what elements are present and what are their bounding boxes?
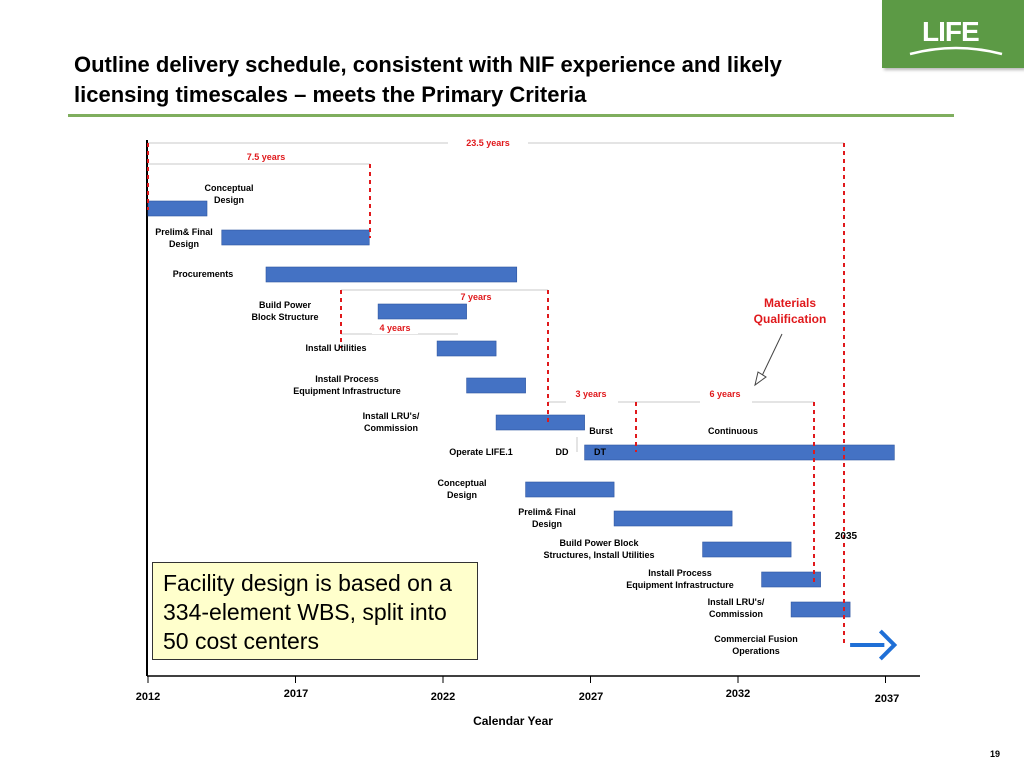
task-label: Procurements <box>173 269 234 279</box>
task-label-line: Install Process <box>648 568 712 578</box>
task-label: Install LRU's/Commission <box>363 411 420 433</box>
task-label-line: Design <box>532 519 562 529</box>
task-labels: Conceptual Design Prelim& Final Design Pro… <box>155 183 798 656</box>
phase-label: Continuous <box>708 426 758 436</box>
task-label-line: Design <box>169 239 199 249</box>
x-tick-label: 2017 <box>284 688 308 700</box>
span-label-masks <box>236 137 752 408</box>
task-label-line: Equipment Infrastructure <box>626 580 734 590</box>
span-label: 23.5 years <box>466 138 510 148</box>
task-label-line: Install Process <box>315 374 379 384</box>
logo-swoosh-icon <box>909 46 1003 56</box>
task-bar <box>525 481 615 498</box>
task-bar <box>495 414 585 431</box>
page-number: 19 <box>990 749 1001 759</box>
task-label: Build Power Block Structure <box>251 300 318 322</box>
task-label: Install Utilities <box>305 343 366 353</box>
span-label: 6 years <box>709 389 740 399</box>
task-label: Prelim& Final Design <box>518 507 576 529</box>
task-label-line: Install LRU's/ <box>363 411 420 421</box>
task-label: Install LRU's/Commission <box>708 597 765 619</box>
facility-note: Facility design is based on a 334-elemen… <box>152 562 478 660</box>
span-label: 7.5 years <box>247 152 286 162</box>
x-axis-label: Calendar Year <box>473 714 553 728</box>
task-label: Build Power Block Structures, Install Uti… <box>543 538 654 560</box>
task-bar <box>436 340 497 357</box>
task-label: Install Process Equipment Infrastructure <box>293 374 401 396</box>
task-label-line: Conceptual <box>437 478 486 488</box>
commercial-operations-arrow-icon <box>850 629 898 661</box>
x-axis-ticks <box>147 676 886 683</box>
span-label: 4 years <box>379 323 410 333</box>
task-label: Prelim& Final Design <box>155 227 213 249</box>
x-tick-label: 2027 <box>579 691 603 703</box>
task-label-line: Prelim& Final <box>155 227 213 237</box>
milestone-lines <box>147 143 845 645</box>
annotation-arrow-head-icon <box>754 371 767 387</box>
logo-text: LIFE <box>922 16 980 47</box>
phase-dd-label: DD <box>556 447 569 457</box>
task-label-line: Design <box>447 490 477 500</box>
x-tick-label: 2012 <box>136 691 160 703</box>
task-label: Conceptual Design <box>437 478 486 500</box>
task-bar <box>702 541 792 558</box>
task-label-line: Build Power Block <box>559 538 639 548</box>
task-label-line: Operations <box>732 646 780 656</box>
task-label-line: Block Structure <box>251 312 318 322</box>
task-label-line: Commission <box>364 423 418 433</box>
task-bar <box>584 444 895 461</box>
year-2035-label: 2035 <box>835 531 858 542</box>
title-rule <box>68 114 954 117</box>
task-label-line: Install LRU's/ <box>708 597 765 607</box>
x-tick-label: 2037 <box>875 693 899 705</box>
task-bar <box>377 303 467 320</box>
x-tick-label: 2022 <box>431 691 455 703</box>
slide-title: Outline delivery schedule, consistent wi… <box>74 52 782 107</box>
task-label-line: Commission <box>709 609 763 619</box>
annotation-arrow-line <box>759 333 783 381</box>
x-tick-label: 2032 <box>726 688 750 700</box>
materials-qualification-label: Materials Qualification <box>754 296 827 326</box>
phase-dt-label: DT <box>594 447 606 457</box>
phase-label: Burst <box>589 426 613 436</box>
span-label: 7 years <box>460 292 491 302</box>
task-bar <box>221 229 370 246</box>
task-label-line: Design <box>214 195 244 205</box>
task-label-line: Equipment Infrastructure <box>293 386 401 396</box>
task-bar <box>613 510 733 527</box>
task-label-line: Structures, Install Utilities <box>543 550 654 560</box>
task-label-line: Commercial Fusion <box>714 634 798 644</box>
task-bar <box>761 571 821 588</box>
x-axis-tick-labels: 2012 2017 2022 2027 2032 2037 <box>136 688 899 705</box>
task-bar <box>265 266 518 283</box>
task-bar <box>147 200 208 217</box>
task-label-line: Build Power <box>259 300 312 310</box>
span-labels: 23.5 years 7.5 years 7 years 4 years 3 y… <box>247 138 741 399</box>
task-label: Conceptual Design <box>204 183 253 205</box>
annotation-line: Materials <box>764 296 816 310</box>
task-label-line: Conceptual <box>204 183 253 193</box>
task-label: Install Process Equipment Infrastructure <box>626 568 734 590</box>
span-label: 3 years <box>575 389 606 399</box>
annotation-line: Qualification <box>754 312 827 326</box>
task-bar <box>790 601 851 618</box>
life-logo: LIFE <box>882 0 1024 68</box>
task-label: Commercial Fusion Operations <box>714 634 798 656</box>
task-label-line: Prelim& Final <box>518 507 576 517</box>
task-label: Operate LIFE.1 <box>449 447 513 457</box>
task-bar <box>466 377 526 394</box>
task-bars <box>147 200 898 661</box>
